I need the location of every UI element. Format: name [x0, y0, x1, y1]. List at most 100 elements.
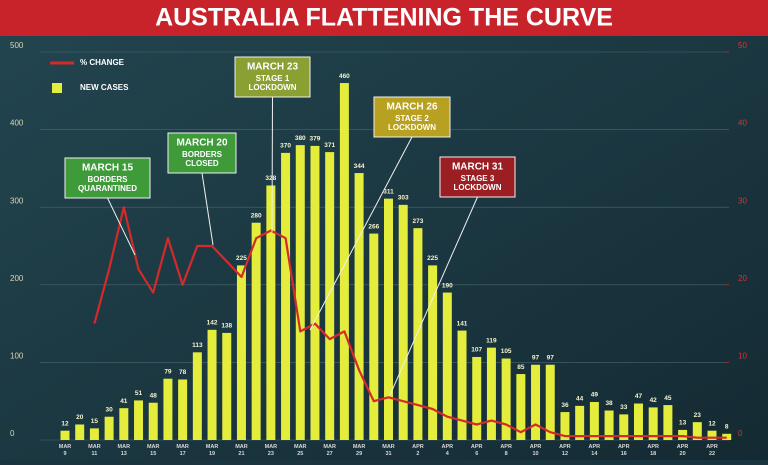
data-label: 85	[517, 364, 525, 371]
x-tick-label: APR 22	[706, 444, 718, 457]
bar	[501, 358, 511, 440]
pointer	[389, 196, 478, 396]
annotation-text: STAGE 3	[461, 174, 495, 183]
bar	[222, 332, 232, 440]
bar	[663, 405, 673, 440]
data-label: 311	[383, 188, 394, 195]
annotation-text: STAGE 2	[395, 114, 429, 123]
bar	[163, 378, 173, 440]
y-tick-label: 300	[10, 196, 24, 205]
bar	[678, 429, 688, 440]
data-label: 33	[620, 404, 628, 411]
annotation-box	[64, 157, 151, 199]
bar	[516, 374, 526, 440]
bar	[472, 356, 482, 440]
data-label: 379	[310, 136, 321, 143]
pointer	[271, 96, 273, 233]
annotation-date: MARCH 20	[176, 138, 228, 149]
annotation-text: BORDERS	[87, 175, 128, 184]
data-label: 119	[486, 337, 497, 344]
x-tick-label: MAR 9	[59, 444, 72, 457]
annotation-date: MARCH 31	[452, 162, 504, 173]
data-label: 266	[368, 223, 379, 230]
annotation-box	[167, 132, 237, 174]
bar	[236, 265, 246, 440]
annotation-text: QUARANTINED	[78, 184, 137, 193]
bar	[310, 145, 320, 440]
bar	[722, 433, 732, 440]
x-tick-label: MAR 29	[353, 444, 366, 457]
annotation-box	[439, 156, 516, 198]
bar	[413, 228, 423, 440]
line	[93, 206, 727, 439]
bar	[281, 152, 291, 440]
data-label: 380	[295, 135, 306, 142]
annotation-text: BORDERS	[182, 150, 223, 159]
data-label: 44	[576, 396, 584, 403]
x-tick-label: MAR 19	[206, 444, 219, 457]
x-tick-label: APR 18	[647, 444, 659, 457]
bar	[266, 185, 276, 440]
bar	[104, 416, 114, 440]
data-label: 190	[442, 282, 453, 289]
data-label: 36	[561, 402, 569, 409]
data-label: 97	[547, 354, 555, 361]
bar	[619, 414, 629, 440]
data-label: 344	[354, 163, 365, 170]
bar	[707, 430, 717, 440]
data-label: 23	[694, 412, 702, 419]
bar	[369, 233, 379, 440]
x-tick-label: MAR 15	[147, 444, 160, 457]
bar	[178, 379, 188, 440]
data-label: 138	[221, 323, 232, 330]
bar	[648, 407, 658, 440]
data-label: 20	[76, 414, 84, 421]
x-tick-label: APR 16	[618, 444, 630, 457]
data-label: 225	[427, 255, 438, 262]
annotation-box	[234, 56, 311, 98]
data-label: 48	[150, 392, 158, 399]
data-label: 370	[280, 143, 291, 150]
bar	[60, 430, 70, 440]
data-label: 280	[251, 212, 262, 219]
data-label: 30	[105, 406, 113, 413]
data-label: 13	[679, 420, 687, 427]
y2-tick-label: 0	[738, 429, 743, 438]
y2-tick-label: 40	[738, 119, 747, 128]
data-label: 371	[324, 142, 335, 149]
bar	[192, 352, 202, 440]
data-label: 49	[591, 392, 599, 399]
chart-title: AUSTRALIA FLATTENING THE CURVE	[155, 4, 613, 32]
bar	[575, 405, 585, 440]
annotation-text: LOCKDOWN	[454, 183, 502, 192]
y2-tick-label: 10	[738, 352, 747, 361]
y-tick-label: 0	[10, 429, 15, 438]
x-tick-label: APR 14	[589, 444, 601, 457]
annotation-text: LOCKDOWN	[249, 83, 297, 92]
bar	[633, 403, 643, 440]
data-label: 460	[339, 73, 350, 80]
data-label: 12	[61, 420, 69, 427]
x-tick-label: APR 20	[677, 444, 689, 457]
bar	[251, 222, 261, 440]
bar	[531, 364, 541, 440]
data-label: 38	[605, 400, 613, 407]
data-label: 41	[120, 398, 128, 405]
legend-label: NEW CASES	[80, 83, 129, 92]
bar	[148, 402, 158, 440]
x-tick-label: MAR 25	[294, 444, 307, 457]
annotation-date: MARCH 23	[247, 62, 299, 73]
y-tick-label: 500	[10, 41, 24, 50]
bar	[354, 173, 364, 440]
bar	[457, 330, 467, 440]
y2-tick-label: 20	[738, 274, 747, 283]
y-tick-label: 100	[10, 352, 24, 361]
data-label: 141	[457, 320, 468, 327]
x-tick-label: APR 2	[412, 444, 424, 457]
title-banner	[0, 0, 768, 36]
x-tick-label: APR 12	[559, 444, 571, 457]
bar	[692, 422, 702, 440]
data-label: 142	[207, 320, 218, 327]
x-tick-label: MAR 31	[382, 444, 395, 457]
